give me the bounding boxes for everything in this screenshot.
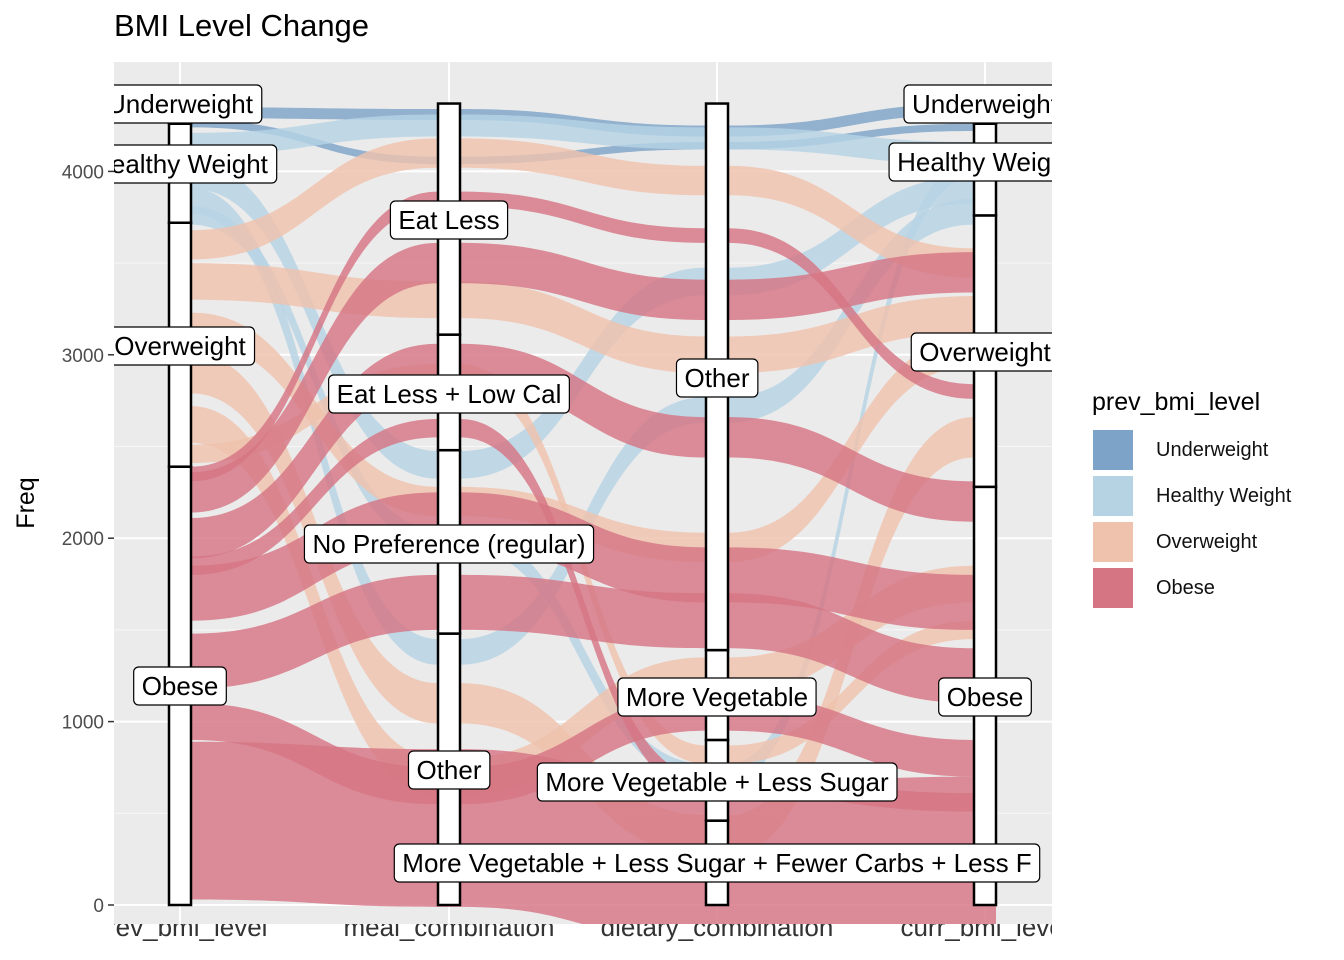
y-axis-title: Freq	[12, 477, 40, 528]
legend-label-healthy-weight: Healthy Weight	[1156, 484, 1292, 507]
stratum-label-eat-less-low-cal: Eat Less + Low Cal	[328, 374, 570, 414]
legend-label-obese: Obese	[1156, 576, 1215, 599]
stratum-label-text: Healthy Weight	[897, 147, 1074, 177]
stratum-label-obese: Obese	[938, 677, 1032, 717]
stratum-label-box	[903, 84, 1052, 124]
stratum-label-underweight: Underweight	[107, 84, 263, 124]
stratum-label-text: Obese	[947, 682, 1024, 712]
legend: prev_bmi_level Underweight Healthy Weigh…	[1092, 388, 1291, 611]
flow-underweight-0	[169, 103, 996, 137]
stratum-label-more-vegetable-less-sugar-fewer-carbs-less-f: More Vegetable + Less Sugar + Fewer Carb…	[393, 843, 1041, 883]
legend-key-healthy-weight	[1092, 475, 1134, 517]
stratum-label-text: Underweight	[107, 89, 254, 119]
legend-label-overweight: Overweight	[1156, 530, 1258, 553]
stratum-label-text: Eat Less + Low Cal	[337, 379, 562, 409]
legend-key-underweight	[1092, 429, 1134, 471]
y-tick-label: 2000	[62, 529, 104, 550]
flow-healthy-weight-3	[169, 161, 996, 479]
stratum-label-overweight: Overweight	[910, 332, 1052, 372]
stratum-label-box	[389, 200, 509, 240]
stratum-label-text: Healthy Weight	[92, 149, 269, 179]
stratum-label-text: Underweight	[912, 89, 1059, 119]
legend-item-obese: Obese	[1092, 565, 1291, 611]
stratum-label-box	[114, 326, 256, 366]
y-axis: 0 1000 2000 3000 4000 Freq	[12, 162, 114, 917]
y-tick-label: 0	[93, 896, 104, 917]
x-tick-label-dietary-combination: dietary_combination	[601, 912, 834, 942]
flow-obese-18	[169, 191, 996, 482]
stratum-label-other: Other	[407, 750, 491, 790]
stratum-label-text: No Preference (regular)	[312, 529, 585, 559]
stratum-label-box	[536, 762, 898, 802]
stratum-label-text: More Vegetable + Less Sugar	[545, 767, 889, 797]
stratum-label-box	[938, 677, 1032, 717]
stratum-label-box	[910, 332, 1052, 372]
stratum-label-healthy-weight: Healthy Weight	[888, 142, 1074, 182]
y-tick-label: 1000	[62, 713, 104, 734]
x-axis-labels: prev_bmi_level meal_combination dietary_co…	[93, 912, 1069, 942]
stratum-label-obese: Obese	[133, 666, 227, 706]
stratum-label-overweight: Overweight	[114, 326, 256, 366]
stratum-label-text: Other	[684, 363, 749, 393]
legend-item-underweight: Underweight	[1092, 427, 1291, 473]
stratum-label-box	[133, 666, 227, 706]
y-tick-label: 4000	[62, 162, 104, 183]
legend-key-obese	[1092, 567, 1134, 609]
x-tick-label-curr-bmi-level: curr_bmi_level	[900, 912, 1069, 942]
flow-obese-12	[169, 242, 996, 513]
stratum-label-text: Eat Less	[398, 205, 499, 235]
stratum-label-other: Other	[675, 358, 759, 398]
stratum-label-box	[114, 84, 263, 124]
x-tick-label-meal-combination: meal_combination	[343, 912, 554, 942]
stratum-label-text: Overweight	[114, 331, 246, 361]
stratum-label-eat-less: Eat Less	[389, 200, 509, 240]
flow-obese-15	[169, 574, 996, 704]
flow-overweight-6	[169, 138, 996, 278]
stratum-label-text: Overweight	[919, 337, 1051, 367]
x-tick-label-prev-bmi-level: prev_bmi_level	[93, 912, 268, 942]
stratum-label-box	[675, 358, 759, 398]
stratum-label-text: More Vegetable	[626, 682, 808, 712]
stratum-label-box	[328, 374, 570, 414]
stratum-label-no-preference-regular: No Preference (regular)	[303, 524, 595, 564]
stratum-label-text: Obese	[142, 671, 219, 701]
stratum-label-box	[888, 142, 1052, 182]
stratum-labels: Obese Overweight Healthy Weight Underweight…	[92, 84, 1074, 883]
x-axis: prev_bmi_level meal_combination dietary_co…	[93, 912, 1069, 942]
flow-healthy-weight-5	[169, 158, 996, 783]
y-tick-label: 3000	[62, 346, 104, 367]
legend-key-overweight	[1092, 521, 1134, 563]
stratum-label-box	[303, 524, 595, 564]
stratum-label-healthy-weight: Healthy Weight	[92, 144, 278, 184]
legend-title: prev_bmi_level	[1092, 388, 1261, 416]
legend-item-overweight: Overweight	[1092, 519, 1291, 565]
stratum-label-more-vegetable: More Vegetable	[617, 677, 817, 717]
stratum-label-text: More Vegetable + Less Sugar + Fewer Carb…	[402, 848, 1031, 878]
stratum-label-box	[114, 144, 278, 184]
legend-item-healthy-weight: Healthy Weight	[1092, 473, 1291, 519]
stratum-label-box	[393, 843, 1041, 883]
stratum-label-text: Other	[416, 755, 481, 785]
stratum-label-underweight: Underweight	[903, 84, 1059, 124]
stratum-label-box	[617, 677, 817, 717]
flow-healthy-weight-2	[169, 114, 996, 165]
stratum-label-more-vegetable-less-sugar: More Vegetable + Less Sugar	[536, 762, 898, 802]
legend-label-underweight: Underweight	[1156, 438, 1269, 461]
chart-title: BMI Level Change	[114, 8, 370, 43]
stratum-label-box	[407, 750, 491, 790]
